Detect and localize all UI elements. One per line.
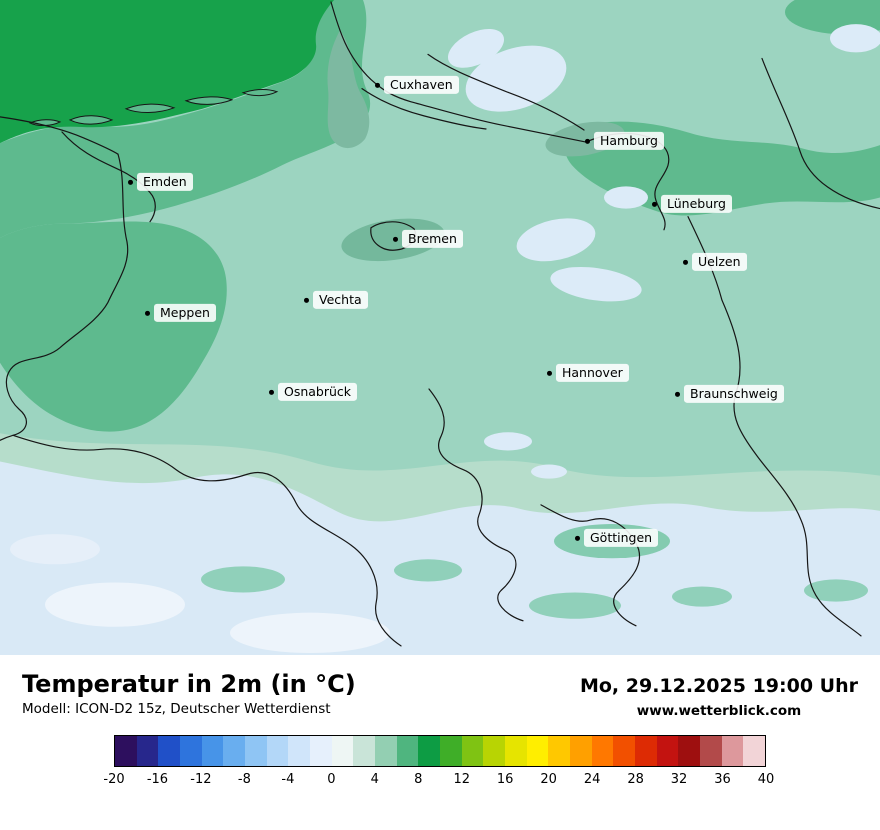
colorbar-segment (461, 736, 484, 766)
colorbar-segments (114, 735, 766, 767)
colorbar-tick-label: 8 (414, 772, 423, 787)
city-dot (393, 236, 398, 242)
map-terrain (0, 0, 880, 655)
colorbar-segment (158, 736, 181, 766)
colorbar-tick-label: 36 (714, 772, 731, 787)
city-dot (269, 389, 274, 395)
city-dot (547, 370, 552, 376)
city-marker: Lüneburg (652, 194, 732, 214)
city-dot (145, 310, 150, 316)
colorbar-tick-label: 0 (327, 772, 336, 787)
city-label: Osnabrück (278, 382, 358, 402)
colorbar-segment (743, 736, 766, 766)
colorbar-segment (635, 736, 657, 766)
colorbar-segment (678, 736, 701, 766)
map-borders (0, 1, 880, 647)
colorbar-tick-label: 32 (670, 772, 688, 787)
colorbar-tick-label: -8 (237, 772, 251, 787)
colorbar-segment (505, 736, 527, 766)
colorbar-tick-label: 20 (540, 772, 557, 787)
colorbar-segment (483, 736, 506, 766)
city-dot (652, 201, 657, 207)
colorbar-segment (440, 736, 462, 766)
city-label: Hamburg (594, 131, 664, 151)
colorbar-segment (375, 736, 397, 766)
city-marker: Uelzen (683, 252, 747, 272)
colorbar-ticks: -20 -16 -12 -8 -4 0 4 8 12 16 20 24 28 32 36 40 (103, 772, 774, 790)
city-marker: Vechta (304, 290, 368, 310)
colorbar-tick-label: 40 (757, 772, 775, 787)
city-dot (304, 297, 309, 303)
colorbar-segment (548, 736, 571, 766)
colorbar-segment (396, 736, 419, 766)
website-url: www.wetterblick.com (636, 703, 802, 719)
colorbar-segment (526, 736, 549, 766)
city-marker: Göttingen (575, 528, 659, 548)
colorbar-segment (310, 736, 332, 766)
city-marker: Cuxhaven (375, 75, 459, 95)
colorbar-tick-label: -4 (281, 772, 295, 787)
city-dot (128, 179, 133, 185)
colorbar-tick-label: 16 (496, 772, 514, 787)
colorbar-segment (613, 736, 636, 766)
colorbar-tick-label: 28 (627, 772, 644, 787)
city-dot (585, 138, 590, 144)
city-marker: Bremen (393, 229, 463, 249)
colorbar-tick-label: -12 (190, 772, 212, 787)
colorbar-tick-label: 4 (370, 772, 379, 787)
colorbar-segment (331, 736, 354, 766)
city-dot (375, 82, 380, 88)
colorbar-segment (353, 736, 376, 766)
colorbar-segment (136, 736, 159, 766)
colorbar-tick-label: 24 (583, 772, 601, 787)
model-info: Modell: ICON-D2 15z, Deutscher Wetterdie… (22, 701, 331, 718)
colorbar-segment (721, 736, 744, 766)
city-dot (575, 535, 580, 541)
city-label: Hannover (556, 363, 629, 383)
city-dot (675, 391, 680, 397)
colorbar-segment (418, 736, 441, 766)
colorbar-segment (700, 736, 722, 766)
weather-map: Cuxhaven Hamburg Emden Lüneburg Bremen Uelzen… (0, 0, 880, 655)
colorbar-segment (223, 736, 246, 766)
colorbar-segment (656, 736, 679, 766)
colorbar-segment (266, 736, 289, 766)
city-label: Vechta (313, 290, 368, 310)
colorbar-tick-label: -16 (146, 772, 169, 787)
city-marker: Braunschweig (675, 384, 784, 404)
city-marker: Osnabrück (269, 382, 358, 402)
city-label: Cuxhaven (384, 75, 459, 95)
city-marker: Hannover (547, 363, 629, 383)
temperature-legend: -20 -16 -12 -8 -4 0 4 8 12 16 20 24 28 32 36 40 (0, 735, 880, 790)
map-footer: Temperatur in 2m (in °C) Modell: ICON-D2… (0, 655, 880, 830)
colorbar-tick-label: 12 (453, 772, 470, 787)
city-label: Meppen (154, 303, 216, 323)
colorbar-segment (570, 736, 592, 766)
colorbar-segment (201, 736, 224, 766)
colorbar-segment (115, 736, 137, 766)
colorbar-tick-label: -20 (103, 772, 125, 787)
forecast-datetime: Mo, 29.12.2025 19:00 Uhr (579, 675, 858, 697)
city-label: Lüneburg (661, 194, 732, 214)
colorbar-segment (591, 736, 614, 766)
colorbar-segment (245, 736, 267, 766)
city-label: Göttingen (584, 528, 659, 548)
colorbar-segment (180, 736, 202, 766)
page-title: Temperatur in 2m (in °C) (22, 670, 356, 698)
city-marker: Meppen (145, 303, 216, 323)
city-marker: Hamburg (585, 131, 664, 151)
city-label: Braunschweig (684, 384, 784, 404)
city-label: Uelzen (692, 252, 747, 272)
city-marker: Emden (128, 172, 193, 192)
city-label: Bremen (402, 229, 463, 249)
city-dot (683, 259, 688, 265)
city-label: Emden (137, 172, 193, 192)
colorbar-segment (288, 736, 311, 766)
